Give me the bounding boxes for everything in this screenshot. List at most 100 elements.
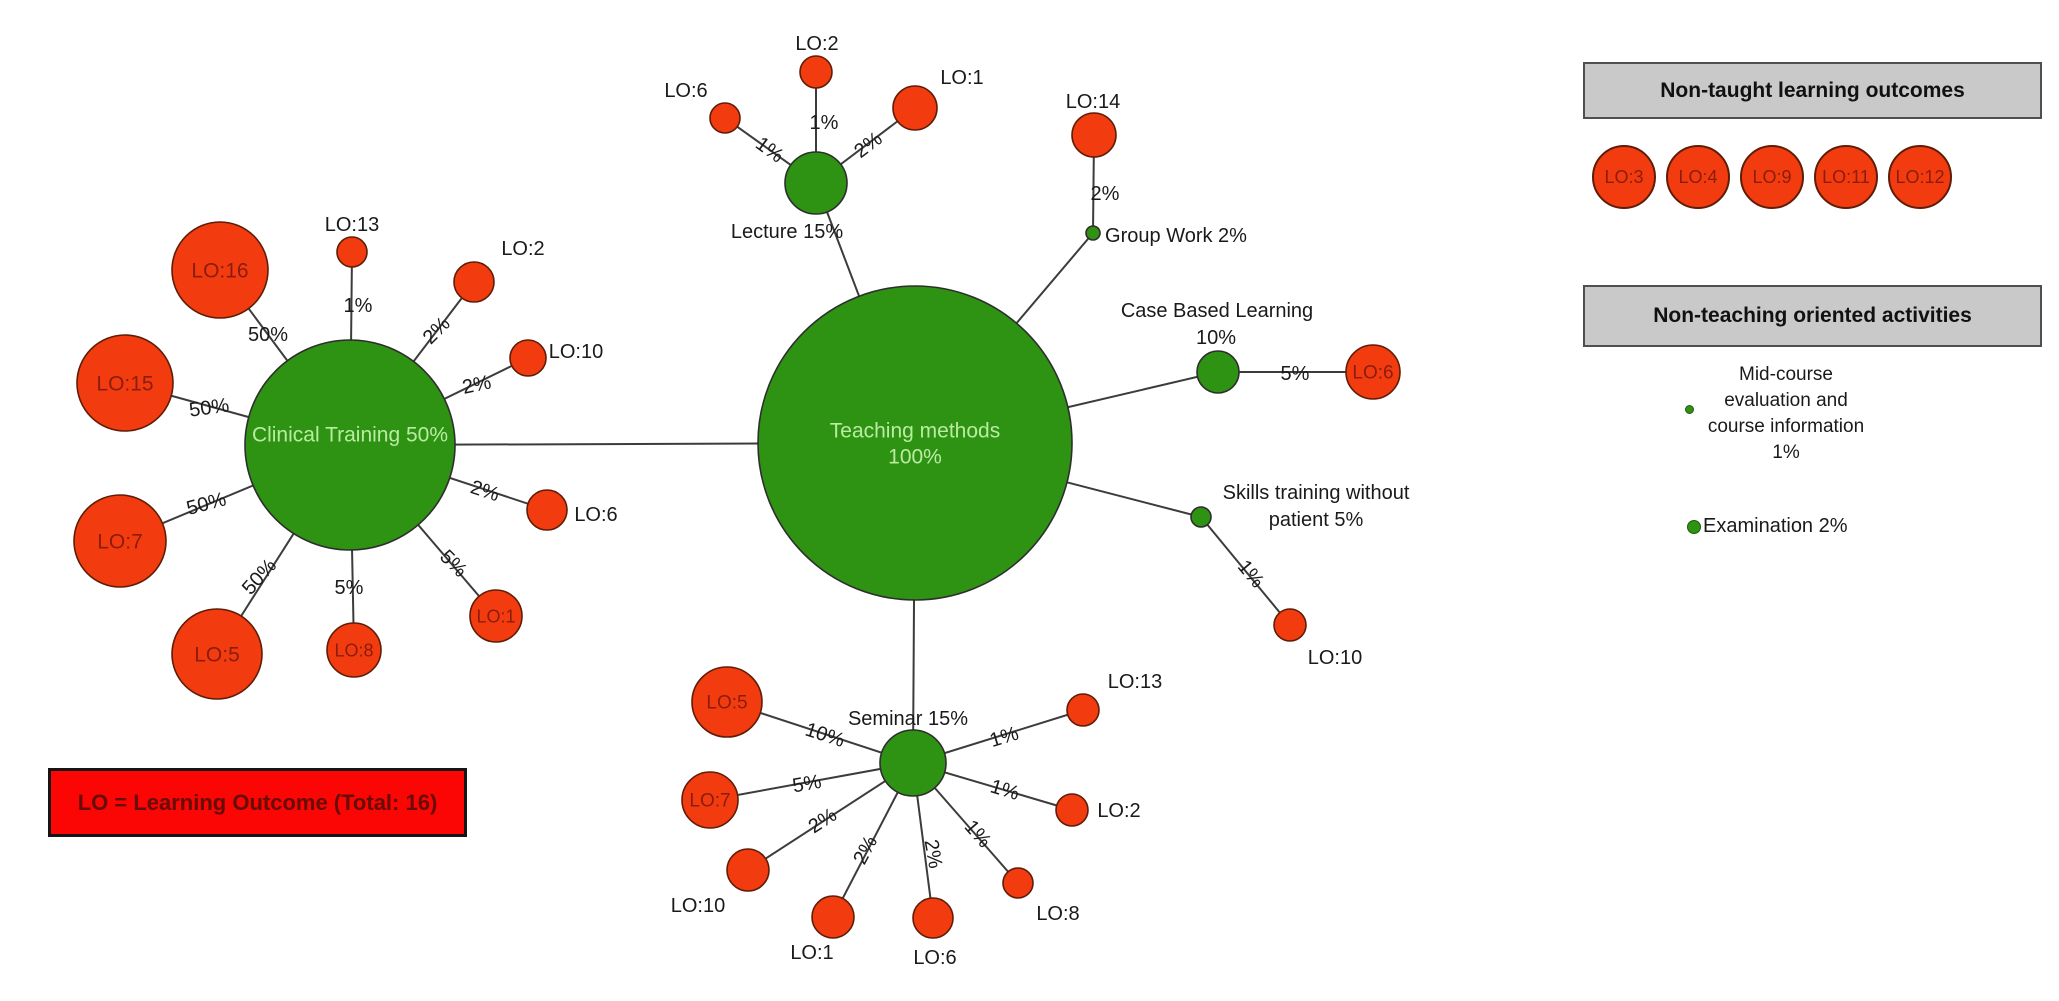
node-label-casebased-lo6: LO:6	[1352, 363, 1393, 384]
label: LO:1	[790, 942, 833, 964]
label: LO:14	[1066, 91, 1120, 113]
label: Seminar 15%	[848, 708, 968, 730]
label: LO:13	[325, 214, 379, 236]
mid-course-line-3: course information	[1707, 416, 1865, 437]
label: Lecture 15%	[731, 221, 844, 243]
non-taught-lo-circle: LO:4	[1666, 145, 1730, 209]
node-lecture	[784, 151, 848, 215]
node-label-clinical-lo7: LO:7	[97, 530, 143, 553]
mid-course-line-1: Mid-course	[1739, 364, 1833, 385]
label: Skills training without	[1223, 482, 1410, 504]
label: LO:10	[549, 341, 603, 363]
node-clinical-lo16	[171, 221, 269, 319]
edge-label-seminar-lo1: 2%	[849, 832, 882, 868]
node-casebased-lo6	[1345, 344, 1401, 400]
node-lecture-lo1	[892, 85, 938, 131]
node-seminar-lo6	[912, 897, 954, 939]
node-clinical-lo8	[326, 622, 382, 678]
edge-label-seminar-lo7: 5%	[791, 771, 824, 798]
non-taught-header: Non-taught learning outcomes	[1583, 62, 2042, 119]
edge-label-clinical-lo2: 2%	[419, 313, 455, 349]
node-seminar-lo5	[691, 666, 763, 738]
label: Group Work 2%	[1105, 225, 1247, 247]
edge-label-seminar-lo2: 1%	[988, 776, 1022, 806]
edge-label-seminar-lo10: 2%	[805, 804, 841, 838]
node-seminar-lo2	[1055, 793, 1089, 827]
label: LO:6	[913, 947, 956, 969]
edge-label-seminar-lo13: 1%	[987, 722, 1021, 752]
node-lecture-lo6	[709, 102, 741, 134]
node-seminar-lo1	[811, 895, 855, 939]
label: patient 5%	[1269, 509, 1364, 531]
node-lecture-lo2	[799, 55, 833, 89]
node-label-clinical-training: Clinical Training 50%	[252, 423, 448, 446]
edge-label-clinical-lo5: 50%	[238, 555, 281, 600]
mid-course-evaluation-label: Mid-course evaluation and course informa…	[1675, 362, 1897, 466]
node-clinical-lo15	[76, 334, 174, 432]
edge-label-clinical-lo15: 50%	[188, 394, 231, 421]
edge-label-clinical-lo6: 2%	[468, 476, 502, 506]
examination-label: Examination 2%	[1703, 515, 1848, 537]
edge-label-seminar-lo6: 2%	[920, 838, 947, 871]
node-label-clinical-lo8: LO:8	[334, 640, 373, 660]
node-label-clinical-lo1: LO:1	[476, 606, 515, 626]
lo-legend-box: LO = Learning Outcome (Total: 16)	[48, 768, 467, 837]
examination-dot-icon	[1687, 520, 1701, 534]
edge-label-clinical-lo8: 5%	[335, 577, 364, 599]
non-teaching-header: Non-teaching oriented activities	[1583, 285, 2042, 347]
label: LO:13	[1108, 671, 1162, 693]
edge-label-groupwork-lo14: 2%	[1091, 183, 1120, 205]
node-seminar-lo8	[1002, 867, 1034, 899]
edge-label-casebased-lo6: 5%	[1281, 363, 1310, 385]
node-clinical-lo1	[469, 589, 523, 643]
label: LO:2	[501, 238, 544, 260]
node-case-based-learning	[1196, 350, 1240, 394]
node-label-teaching-methods: Teaching methods 100%	[830, 419, 1000, 468]
label: LO:2	[795, 33, 838, 55]
node-seminar-lo10	[726, 848, 770, 892]
node-clinical-lo13	[336, 236, 368, 268]
node-label-clinical-lo15: LO:15	[96, 372, 153, 395]
node-label-clinical-lo16: LO:16	[191, 259, 248, 282]
non-taught-lo-circle: LO:9	[1740, 145, 1804, 209]
edge-seminar-lo7	[709, 762, 914, 801]
node-label-clinical-lo5: LO:5	[194, 643, 240, 666]
node-seminar	[879, 729, 947, 797]
label: Case Based Learning	[1121, 300, 1313, 322]
label: LO:6	[574, 504, 617, 526]
non-taught-lo-circle: LO:11	[1814, 145, 1878, 209]
non-teaching-title: Non-teaching oriented activities	[1653, 304, 1972, 327]
lo-legend-text: LO = Learning Outcome (Total: 16)	[77, 789, 438, 815]
node-skills-training	[1190, 506, 1212, 528]
edge-label-clinical-lo13: 1%	[344, 295, 373, 317]
edge-label-clinical-lo10: 2%	[460, 371, 493, 399]
node-clinical-lo6	[526, 489, 568, 531]
node-group-work	[1085, 225, 1101, 241]
node-label-seminar-lo7: LO:7	[689, 791, 730, 812]
edge-label-lecture-lo2: 1%	[810, 112, 839, 134]
node-teaching-methods	[757, 285, 1073, 601]
edge-label-clinical-lo16: 50%	[248, 324, 288, 346]
label: LO:10	[1308, 647, 1362, 669]
node-seminar-lo13	[1066, 693, 1100, 727]
label: LO:1	[940, 67, 983, 89]
non-taught-title: Non-taught learning outcomes	[1660, 78, 1965, 102]
edge-label-clinical-lo7: 50%	[184, 488, 229, 520]
node-clinical-lo10	[509, 339, 547, 377]
node-clinical-lo2	[453, 261, 495, 303]
node-seminar-lo7	[681, 771, 739, 829]
mid-course-line-2: evaluation and	[1724, 390, 1848, 411]
label: LO:6	[664, 80, 707, 102]
mid-course-line-4: 1%	[1772, 442, 1800, 463]
edge-label-seminar-lo5: 10%	[802, 719, 847, 752]
node-label-seminar-lo5: LO:5	[706, 693, 747, 714]
node-clinical-lo7	[73, 494, 167, 588]
non-taught-outcomes-row: LO:3 LO:4 LO:9 LO:11 LO:12	[1592, 145, 1952, 209]
node-clinical-lo5	[171, 608, 263, 700]
edge-skills-lo10	[1200, 516, 1291, 626]
node-clinical-training	[244, 339, 456, 551]
label: 10%	[1196, 327, 1236, 349]
label: LO:2	[1097, 800, 1140, 822]
